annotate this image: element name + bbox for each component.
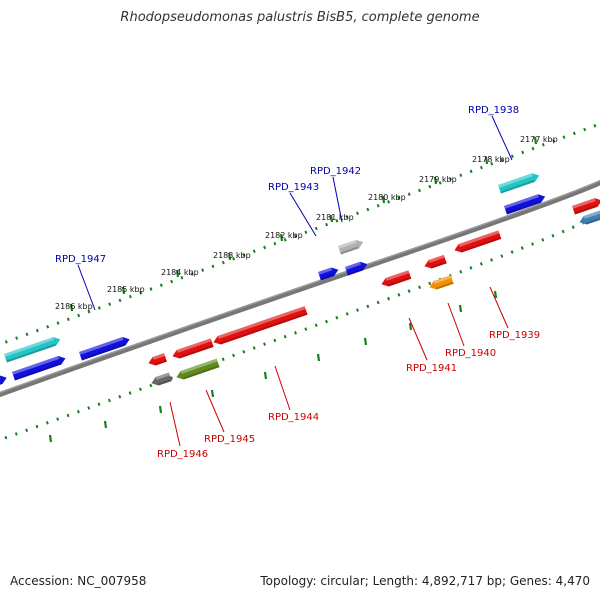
scale-tick-label: 2181 kbp xyxy=(316,213,354,222)
scale-tick xyxy=(227,252,232,261)
accession-text: Accession: NC_007958 xyxy=(10,574,147,588)
scale-tick xyxy=(484,156,489,165)
gene-label-line xyxy=(332,176,343,223)
gene-label-line xyxy=(289,192,317,237)
gene-left-blue xyxy=(12,356,66,381)
reverse-scale-tick xyxy=(458,304,463,313)
gene-label: RPD_1946 xyxy=(157,449,208,460)
gene-rpd-1946 xyxy=(148,353,167,366)
scale-tick xyxy=(433,176,438,185)
reverse-scale-tick xyxy=(48,434,53,443)
scale-tick xyxy=(175,269,180,278)
gene-labels: RPD_1938 RPD_1942 RPD_1943 RPD_1947 RPD_1939… xyxy=(55,105,540,460)
gene-rpd-1947b xyxy=(79,337,130,361)
reverse-scale-tick xyxy=(408,322,413,331)
gene-rpd-1940b xyxy=(429,275,454,290)
scale-tick-label: 2178 kbp xyxy=(472,155,510,164)
scale-tick-label: 2183 kbp xyxy=(213,251,251,260)
scale-tick xyxy=(533,136,538,145)
reverse-scale-tick xyxy=(363,337,368,346)
genome-stats-text: Topology: circular; Length: 4,892,717 bp… xyxy=(260,574,590,588)
gene-rpd-1938b xyxy=(504,194,546,215)
reverse-scale-tick xyxy=(103,420,108,429)
gene-label: RPD_1943 xyxy=(268,182,319,193)
gene-label-lines xyxy=(77,115,513,447)
gene-rpd-1943 xyxy=(318,267,339,281)
gene-edge-red xyxy=(572,198,600,215)
gene-edge-steel xyxy=(579,208,600,225)
scale-tick-label: 2179 kbp xyxy=(419,175,457,184)
gene-label: RPD_1947 xyxy=(55,254,106,265)
gene-label-line xyxy=(205,389,225,433)
gene-rpd-1941 xyxy=(381,270,412,287)
scale-tick xyxy=(329,214,334,223)
scale-tick xyxy=(381,195,386,204)
gene-label: RPD_1941 xyxy=(406,363,457,374)
gene-rpd-1939 xyxy=(454,230,502,253)
gene-label: RPD_1944 xyxy=(268,412,319,423)
scale-tick-label: 2185 kbp xyxy=(107,285,145,294)
scale-labels: 2177 kbp 2178 kbp 2179 kbp 2180 kbp 2181 kbp… xyxy=(55,135,558,311)
reverse-scale-tick xyxy=(263,371,268,380)
gene-label-line xyxy=(408,317,428,361)
gene-label: RPD_1942 xyxy=(310,166,361,177)
gene-label-line xyxy=(169,401,181,447)
scale-tick-label: 2186 kbp xyxy=(55,302,93,311)
gene-rpd-1947 xyxy=(4,337,61,363)
major-ticks xyxy=(48,136,538,443)
reverse-scale-tick xyxy=(210,389,215,398)
gene-left-edge xyxy=(0,375,7,387)
gene-label-line xyxy=(447,302,465,347)
gene-label: RPD_1939 xyxy=(489,330,540,341)
gene-rpd-1945 xyxy=(172,338,214,359)
scale-tick-label: 2180 kbp xyxy=(368,193,406,202)
scale-tick-label: 2184 kbp xyxy=(161,268,199,277)
reverse-scale-track xyxy=(4,213,600,440)
reverse-scale-tick xyxy=(158,405,163,414)
scale-tick xyxy=(279,233,284,242)
scale-tick xyxy=(69,303,74,312)
scale-tick-label: 2182 kbp xyxy=(265,231,303,240)
gene-rpd-1938 xyxy=(498,173,540,194)
gene-rpd-1946b xyxy=(151,372,172,386)
scale-tick-label: 2177 kbp xyxy=(520,135,558,144)
gene-label-line xyxy=(489,286,509,329)
reverse-scale-tick xyxy=(493,290,498,299)
gene-label-line xyxy=(274,365,291,411)
genes xyxy=(0,173,600,387)
reverse-scale-tick xyxy=(316,353,321,362)
gene-label: RPD_1940 xyxy=(445,348,496,359)
gene-rpd-1942 xyxy=(338,239,364,255)
gene-rpd-1945b xyxy=(176,358,220,380)
gene-rpd-1940 xyxy=(424,254,447,269)
gene-rpd-1944 xyxy=(213,306,308,345)
scale-tick xyxy=(121,286,126,295)
map-title: Rhodopseudomonas palustris BisB5, comple… xyxy=(120,10,480,25)
gene-label: RPD_1938 xyxy=(468,105,519,116)
gene-label-line xyxy=(77,264,96,311)
gene-label: RPD_1945 xyxy=(204,434,255,445)
gene-rpd-1942b xyxy=(345,261,368,276)
gene-label-line xyxy=(491,115,513,161)
